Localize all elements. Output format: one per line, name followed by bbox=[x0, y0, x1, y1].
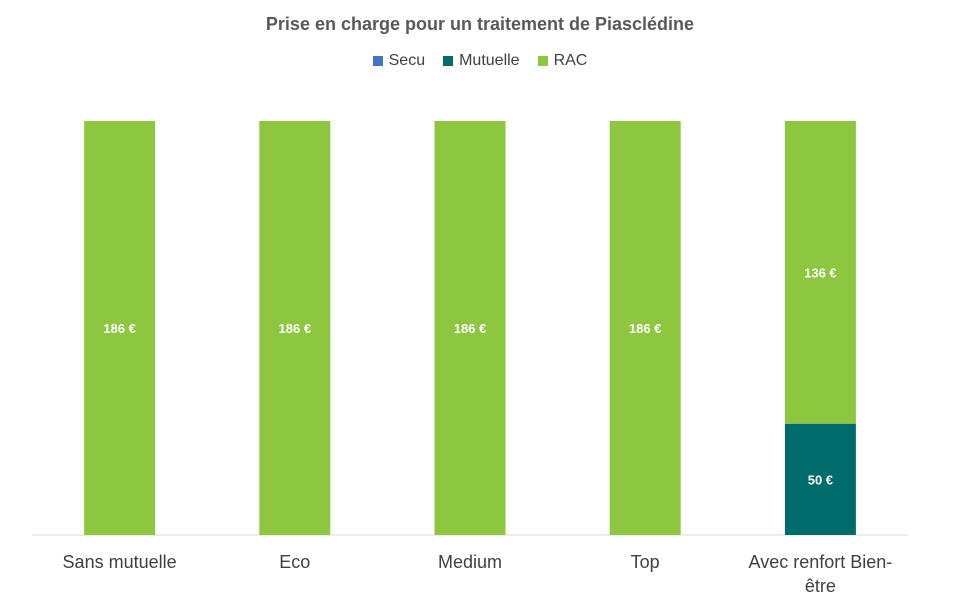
bar-rac-0 bbox=[84, 121, 156, 535]
legend-item-secu: Secu bbox=[372, 52, 426, 70]
legend-item-mutuelle: Mutuelle bbox=[443, 52, 520, 70]
x-tick-label-1: Eco bbox=[279, 552, 310, 572]
legend-item-rac: RAC bbox=[537, 52, 588, 70]
bar-mutuelle-4 bbox=[784, 423, 856, 535]
legend-label-secu: Secu bbox=[388, 52, 426, 69]
legend-label-rac: RAC bbox=[553, 52, 588, 69]
legend: Secu Mutuelle RAC bbox=[0, 52, 960, 70]
data-label-rac-3: 186 € bbox=[629, 321, 662, 336]
bar-rac-4 bbox=[784, 121, 856, 424]
data-label-rac-0: 186 € bbox=[103, 321, 136, 336]
x-tick-label-2: Medium bbox=[438, 552, 502, 572]
data-label-rac-4: 136 € bbox=[804, 265, 837, 280]
bar-rac-1 bbox=[259, 121, 331, 535]
legend-label-mutuelle: Mutuelle bbox=[459, 52, 520, 69]
bar-rac-2 bbox=[434, 121, 506, 535]
x-tick-label-4-line-1: être bbox=[805, 576, 836, 596]
data-label-mutuelle-4: 50 € bbox=[808, 472, 833, 487]
legend-swatch-mutuelle bbox=[443, 56, 454, 66]
x-tick-label-3: Top bbox=[631, 552, 660, 572]
data-label-rac-1: 186 € bbox=[279, 321, 312, 336]
chart-title: Prise en charge pour un traitement de Pi… bbox=[265, 14, 695, 34]
x-tick-label-4-line-0: Avec renfort Bien- bbox=[749, 552, 893, 572]
legend-swatch-secu bbox=[372, 56, 383, 66]
legend-swatch-rac bbox=[537, 56, 548, 66]
bar-rac-3 bbox=[609, 121, 681, 535]
x-tick-label-0: Sans mutuelle bbox=[63, 552, 177, 572]
data-label-rac-2: 186 € bbox=[454, 321, 487, 336]
